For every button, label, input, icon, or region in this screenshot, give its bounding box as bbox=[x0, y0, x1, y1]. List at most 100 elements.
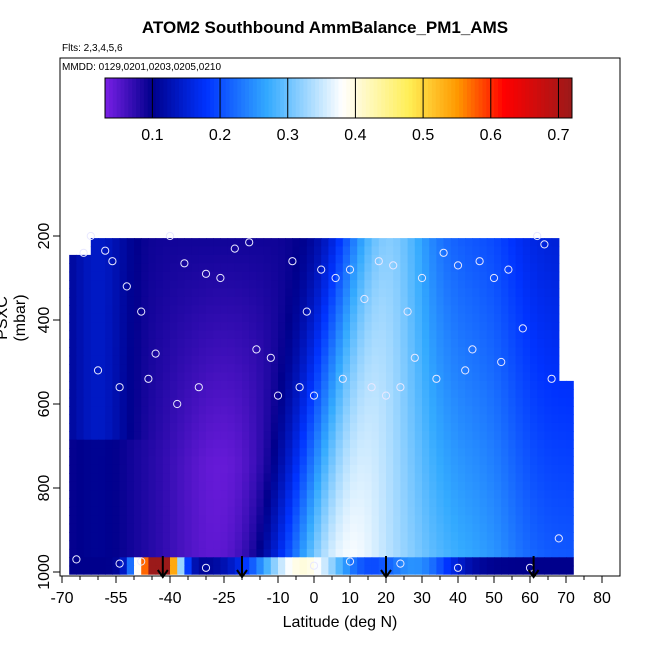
heatmap-cell bbox=[76, 330, 85, 340]
heatmap-cell bbox=[76, 355, 85, 365]
heatmap-cell bbox=[126, 305, 135, 315]
heatmap-cell bbox=[436, 355, 445, 365]
heatmap-cell bbox=[357, 322, 365, 332]
heatmap-cell bbox=[515, 448, 524, 458]
heatmap-cell bbox=[378, 540, 387, 550]
heatmap-cell bbox=[112, 296, 121, 306]
heatmap-cell bbox=[83, 532, 92, 542]
heatmap-cell bbox=[350, 330, 358, 340]
heatmap-cell bbox=[414, 238, 423, 248]
heatmap-cell bbox=[393, 238, 401, 248]
heatmap-cell bbox=[306, 238, 315, 248]
heatmap-cell bbox=[486, 296, 495, 306]
heatmap-cell bbox=[263, 313, 272, 323]
heatmap-cell bbox=[270, 498, 279, 508]
heatmap-cell bbox=[357, 565, 365, 575]
heatmap-cell bbox=[544, 322, 553, 332]
heatmap-cell bbox=[364, 254, 373, 264]
heatmap-cell bbox=[306, 296, 315, 306]
heatmap-cell bbox=[206, 481, 214, 491]
heatmap-cell bbox=[357, 389, 365, 399]
heatmap-cell bbox=[234, 322, 243, 332]
heatmap-cell bbox=[242, 498, 250, 508]
heatmap-cell bbox=[119, 347, 128, 357]
heatmap-cell bbox=[537, 448, 545, 458]
heatmap-cell bbox=[184, 347, 193, 357]
heatmap-cell bbox=[148, 565, 157, 575]
heatmap-cell bbox=[148, 506, 157, 516]
heatmap-cell bbox=[184, 271, 193, 281]
colorbar-tick-label: 0.1 bbox=[141, 127, 163, 144]
heatmap-cell bbox=[458, 490, 466, 500]
heatmap-cell bbox=[508, 238, 517, 248]
heatmap-cell bbox=[191, 498, 200, 508]
heatmap-cell bbox=[141, 456, 149, 466]
observation-marker bbox=[518, 324, 527, 333]
observation-marker bbox=[115, 559, 124, 568]
heatmap-cell bbox=[155, 397, 164, 407]
heatmap-cell bbox=[112, 540, 121, 550]
heatmap-cell bbox=[177, 406, 185, 416]
heatmap-cell bbox=[472, 473, 481, 483]
x-tick-label: -10 bbox=[266, 590, 289, 607]
heatmap-cell bbox=[321, 397, 329, 407]
heatmap-cell bbox=[321, 406, 329, 416]
heatmap-cell bbox=[501, 456, 509, 466]
heatmap-cell bbox=[342, 439, 351, 449]
heatmap-cell bbox=[479, 456, 488, 466]
heatmap-cell bbox=[162, 481, 171, 491]
heatmap-cell bbox=[112, 389, 121, 399]
heatmap-cell bbox=[501, 414, 509, 424]
heatmap-cell bbox=[314, 565, 322, 575]
heatmap-cell bbox=[335, 355, 344, 365]
heatmap-cell bbox=[155, 406, 164, 416]
heatmap-cell bbox=[342, 532, 351, 542]
heatmap-cell bbox=[191, 540, 200, 550]
heatmap-cell bbox=[501, 540, 509, 550]
heatmap-cell bbox=[422, 305, 430, 315]
heatmap-cell bbox=[134, 355, 142, 365]
heatmap-cell bbox=[522, 372, 531, 382]
heatmap-cell bbox=[299, 515, 308, 525]
heatmap-cell bbox=[472, 490, 481, 500]
heatmap-cell bbox=[170, 380, 178, 390]
heatmap-cell bbox=[213, 422, 221, 432]
heatmap-cell bbox=[422, 481, 430, 491]
heatmap-cell bbox=[98, 532, 106, 542]
heatmap-cell bbox=[292, 498, 301, 508]
heatmap-cell bbox=[126, 473, 135, 483]
heatmap-cell bbox=[155, 271, 164, 281]
heatmap-cell bbox=[184, 389, 193, 399]
heatmap-cell bbox=[141, 439, 149, 449]
heatmap-cell bbox=[83, 364, 92, 374]
heatmap-cell bbox=[335, 322, 344, 332]
heatmap-cell bbox=[450, 506, 459, 516]
heatmap-cell bbox=[422, 288, 430, 298]
heatmap-cell bbox=[472, 456, 481, 466]
heatmap-cell bbox=[306, 288, 315, 298]
heatmap-cell bbox=[98, 397, 106, 407]
heatmap-cell bbox=[105, 364, 113, 374]
heatmap-cell bbox=[537, 263, 545, 273]
heatmap-cell bbox=[263, 372, 272, 382]
observation-marker bbox=[331, 273, 340, 283]
colorbar-swatch bbox=[513, 78, 519, 118]
colorbar-swatch bbox=[544, 78, 550, 118]
heatmap-cell bbox=[458, 406, 466, 416]
heatmap-cell bbox=[105, 448, 113, 458]
heatmap-cell bbox=[270, 565, 279, 575]
heatmap-cell bbox=[162, 397, 171, 407]
heatmap-cell bbox=[551, 313, 560, 323]
heatmap-cell bbox=[378, 313, 387, 323]
heatmap-cell bbox=[126, 254, 135, 264]
heatmap-cell bbox=[522, 557, 531, 567]
heatmap-cell bbox=[494, 490, 502, 500]
heatmap-cell bbox=[76, 263, 85, 273]
heatmap-cell bbox=[198, 280, 207, 290]
heatmap-cell bbox=[458, 271, 466, 281]
colorbar-swatch bbox=[334, 78, 339, 118]
heatmap-cell bbox=[508, 464, 517, 474]
heatmap-cell bbox=[551, 372, 560, 382]
heatmap-cell bbox=[285, 296, 293, 306]
heatmap-cell bbox=[227, 238, 236, 248]
